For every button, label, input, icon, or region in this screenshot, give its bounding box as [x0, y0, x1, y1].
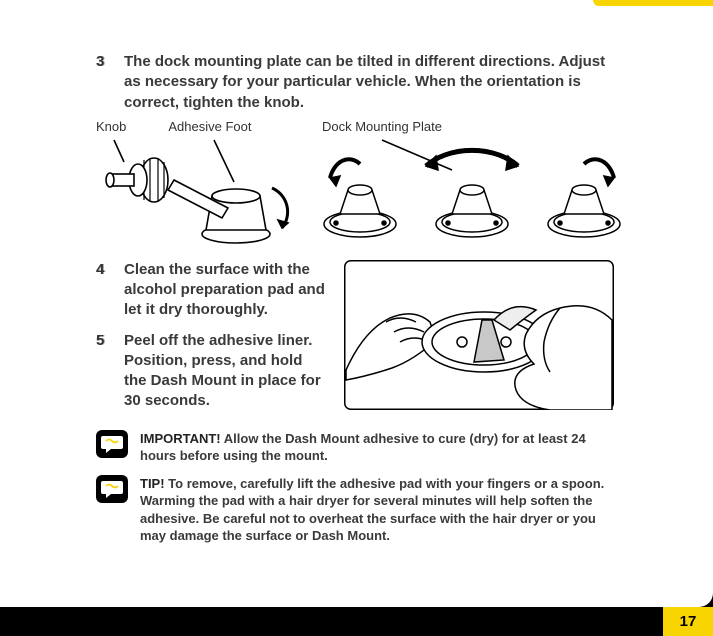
- important-text: IMPORTANT! Allow the Dash Mount adhesive…: [140, 430, 625, 465]
- step-4: 4 Clean the surface with the alcohol pre…: [96, 260, 326, 321]
- important-label: IMPORTANT!: [140, 431, 221, 446]
- label-plate: Dock Mounting Plate: [322, 119, 442, 134]
- diagram-labels-right: Dock Mounting Plate: [322, 119, 625, 134]
- step-5: 5 Peel off the adhesive liner. Position,…: [96, 331, 326, 412]
- step-number: 5: [96, 331, 124, 412]
- step-text: The dock mounting plate can be tilted in…: [124, 52, 625, 113]
- step-number: 4: [96, 260, 124, 321]
- tip-label: TIP!: [140, 476, 165, 491]
- diagram-left: Knob Adhesive Foot: [96, 119, 296, 246]
- step-number: 3: [96, 52, 124, 113]
- tip-body: To remove, carefully lift the adhesive p…: [140, 476, 604, 544]
- tip-text: TIP! To remove, carefully lift the adhes…: [140, 475, 625, 545]
- step-3: 3 The dock mounting plate can be tilted …: [96, 52, 625, 113]
- diagram-labels-left: Knob Adhesive Foot: [96, 119, 296, 134]
- steps-4-5-row: 4 Clean the surface with the alcohol pre…: [96, 260, 625, 418]
- step-text: Peel off the adhesive liner. Position, p…: [124, 331, 326, 412]
- peel-liner-icon: [344, 260, 614, 410]
- tip-note: TIP! To remove, carefully lift the adhes…: [96, 475, 625, 545]
- step-text: Clean the surface with the alcohol prepa…: [124, 260, 326, 321]
- speech-bubble-icon: [96, 475, 128, 503]
- page-number: 17: [663, 607, 713, 636]
- page: 3 The dock mounting plate can be tilted …: [0, 0, 713, 607]
- knob-diagram-icon: [96, 136, 296, 246]
- speech-bubble-icon: [96, 430, 128, 458]
- steps-column: 4 Clean the surface with the alcohol pre…: [96, 260, 326, 418]
- label-foot: Adhesive Foot: [168, 119, 251, 134]
- content-area: 3 The dock mounting plate can be tilted …: [0, 0, 713, 575]
- label-knob: Knob: [96, 119, 126, 134]
- top-yellow-tab: [593, 0, 713, 6]
- important-note: IMPORTANT! Allow the Dash Mount adhesive…: [96, 430, 625, 465]
- tilt-diagram-icon: [322, 136, 622, 246]
- footer-bar: 17: [0, 607, 713, 636]
- illustration-column: [344, 260, 625, 418]
- diagram-row: Knob Adhesive Foot: [96, 119, 625, 246]
- diagram-right: Dock Mounting Plate: [322, 119, 625, 246]
